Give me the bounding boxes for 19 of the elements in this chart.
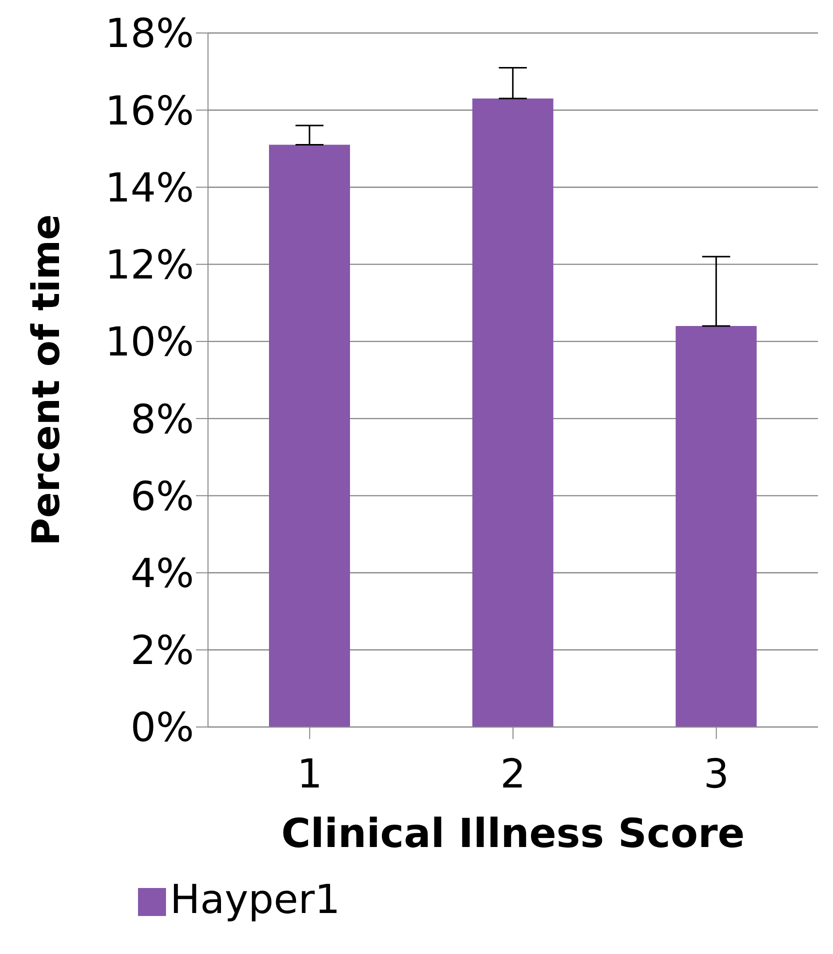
y-axis-title: Percent of time xyxy=(24,214,68,546)
bar xyxy=(269,144,350,727)
y-tick-label: 6% xyxy=(130,474,194,520)
y-tick-label: 8% xyxy=(130,396,194,443)
y-tick-label: 12% xyxy=(105,242,194,289)
y-tick-label: 4% xyxy=(130,550,194,597)
y-tick-label: 14% xyxy=(105,165,194,212)
bar xyxy=(472,98,554,727)
x-tick-label: 1 xyxy=(296,751,322,798)
y-tick-label: 0% xyxy=(130,705,194,752)
y-tick-label: 2% xyxy=(130,628,194,674)
legend-label: Hayper1 xyxy=(170,877,340,923)
bar xyxy=(676,326,757,727)
y-tick-label: 18% xyxy=(105,11,194,58)
y-tick-label: 16% xyxy=(105,88,194,134)
x-tick-label: 2 xyxy=(500,751,526,798)
x-tick-label: 3 xyxy=(704,751,730,798)
y-tick-label: 10% xyxy=(105,320,194,366)
x-axis-title: Clinical Illness Score xyxy=(281,811,745,857)
